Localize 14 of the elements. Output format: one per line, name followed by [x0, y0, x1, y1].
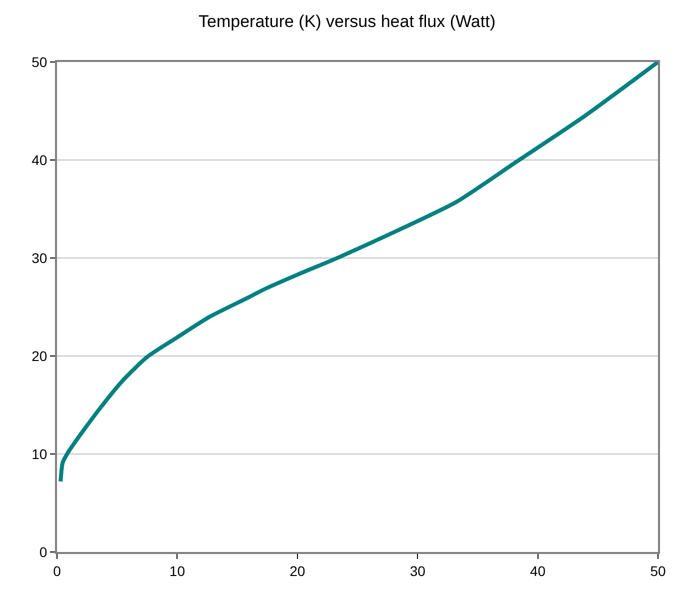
x-tick-label: 10	[169, 562, 186, 579]
y-tick-label: 10	[32, 446, 48, 462]
line-series	[58, 62, 658, 484]
y-tick-label: 50	[32, 54, 48, 70]
x-tick-label: 30	[410, 562, 426, 579]
x-tick-label: 40	[530, 562, 546, 579]
y-tick-label: 40	[32, 152, 48, 168]
chart-title: Temperature (K) versus heat flux (Watt)	[198, 12, 496, 31]
y-tick-label: 0	[39, 544, 48, 560]
x-tick-label: 50	[650, 562, 666, 579]
y-tick-label: 30	[32, 250, 48, 266]
y-tick-label: 20	[32, 348, 48, 364]
x-tick-label: 20	[290, 562, 306, 579]
x-tick-label: 0	[53, 562, 62, 579]
